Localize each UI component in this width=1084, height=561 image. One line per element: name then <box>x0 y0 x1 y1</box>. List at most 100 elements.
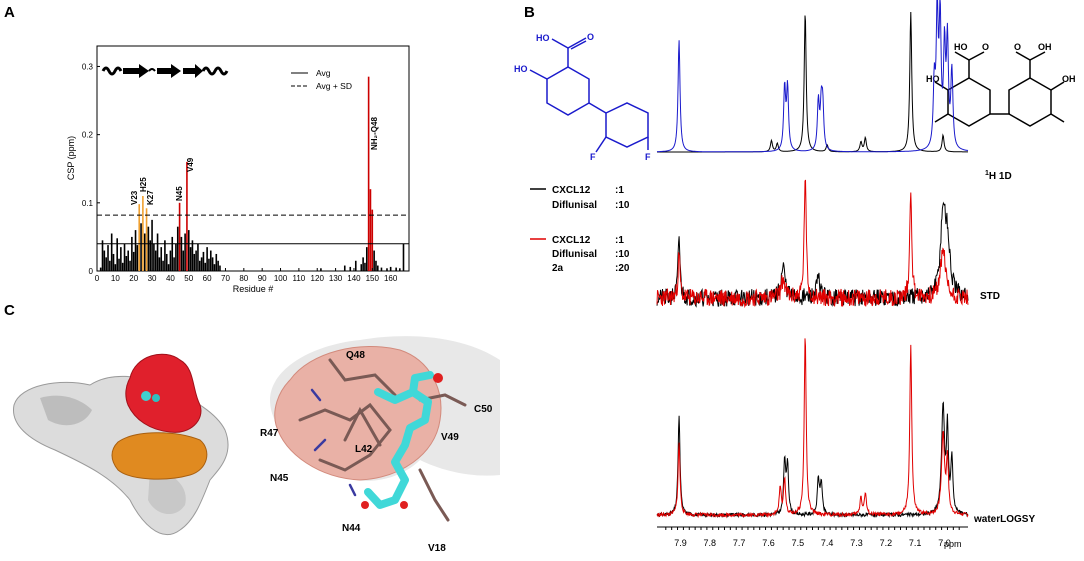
diflunisal-o-top: O <box>587 32 594 42</box>
legend: Avg Avg + SD <box>291 68 352 91</box>
csp-bar <box>200 257 203 271</box>
spectrum-std-red <box>656 179 969 309</box>
csp-bar <box>164 240 166 271</box>
csp-bar <box>217 260 219 271</box>
ppm-tick-label: 7.4 <box>821 538 834 548</box>
csp-bar <box>182 250 185 271</box>
panel-letter-b: B <box>524 4 535 21</box>
residue-v18: V18 <box>428 543 446 554</box>
csp-bar <box>202 251 205 271</box>
csp-bar <box>149 240 152 271</box>
csp-bar <box>109 260 111 271</box>
csp-bar <box>107 245 109 271</box>
csp-bar <box>377 265 379 271</box>
spectra-group <box>656 0 969 519</box>
ppm-tick-label: 7.9 <box>674 538 687 548</box>
legend-red-line2-ratio: :10 <box>615 249 630 260</box>
csp-bar <box>320 268 322 271</box>
ppm-tick-label: 7.3 <box>850 538 863 548</box>
residue-l42: L42 <box>355 444 373 455</box>
x-tick-label: 130 <box>329 274 343 283</box>
legend-red-line1-ratio: :1 <box>615 235 624 246</box>
csp-bar <box>349 266 352 271</box>
csp-bar <box>123 243 126 271</box>
x-tick-label: 20 <box>129 274 138 283</box>
csp-bar <box>145 208 148 271</box>
csp-bar <box>167 264 170 271</box>
y-tick-label: 0.3 <box>82 62 94 71</box>
csp-bar <box>110 233 113 271</box>
csp-bar <box>169 250 172 271</box>
c2a-ho-1: HO <box>954 42 968 52</box>
x-tick-label: 110 <box>292 274 305 283</box>
csp-bar <box>371 209 374 271</box>
spectrum-wl-red <box>656 338 969 519</box>
residue-v49: V49 <box>441 432 459 443</box>
csp-bar <box>191 240 194 271</box>
row-label-std: STD <box>980 291 1000 302</box>
residue-n44: N44 <box>342 523 361 534</box>
csp-bar <box>143 233 146 271</box>
legend-black-line2-ratio: :10 <box>615 200 630 211</box>
x-tick-label: 50 <box>184 274 193 283</box>
ppm-axis-unit: ppm <box>944 539 962 549</box>
csp-bar <box>343 265 346 271</box>
csp-bar <box>176 226 179 271</box>
y-ticks: 0 0.1 0.2 0.3 <box>82 62 100 276</box>
panel-letter-c: C <box>4 302 15 319</box>
x-ticks: 0 10 20 30 40 50 60 70 80 90 100 110 120 130 140 150 160 <box>95 268 398 283</box>
csp-bar <box>112 253 115 271</box>
csp-bar <box>178 202 181 271</box>
csp-bar <box>165 253 168 271</box>
csp-bar <box>219 265 221 271</box>
csp-bar <box>129 260 131 271</box>
csp-bar <box>364 262 366 271</box>
csp-bar <box>369 189 372 271</box>
spectrum-std-black <box>656 201 969 308</box>
label-v23: V23 <box>130 190 139 205</box>
label-v49: V49 <box>186 157 195 172</box>
csp-bar <box>187 230 190 271</box>
csp-bar <box>171 236 174 271</box>
csp-bar <box>215 253 218 271</box>
c2a-oh-1: OH <box>1038 42 1052 52</box>
residue-c50: C50 <box>474 404 493 415</box>
secondary-structure <box>101 64 229 78</box>
csp-bar <box>209 250 212 271</box>
x-axis-label: Residue # <box>233 284 274 294</box>
csp-bar <box>99 267 102 271</box>
csp-bar <box>189 247 192 271</box>
csp-bar <box>365 247 368 271</box>
csp-bar <box>367 76 370 271</box>
csp-bar <box>154 250 157 271</box>
csp-bar <box>153 243 155 271</box>
diflunisal-f1: F <box>590 152 596 162</box>
legend-black-line1-ratio: :1 <box>615 185 624 196</box>
csp-bar <box>156 233 159 271</box>
protein-surface-left <box>13 353 229 536</box>
y-tick-label: 0 <box>89 267 94 276</box>
label-k27: K27 <box>146 190 155 205</box>
legend-red-line1-name: CXCL12 <box>552 235 591 246</box>
c2a-ho-2: HO <box>926 74 940 84</box>
c2a-o-1: O <box>982 42 989 52</box>
csp-bar <box>131 236 133 271</box>
ppm-tick-label: 7.5 <box>792 538 805 548</box>
csp-bar <box>125 256 128 271</box>
csp-bar <box>127 250 129 271</box>
csp-bar <box>160 247 163 271</box>
csp-bar <box>399 268 401 271</box>
csp-bar <box>140 223 142 271</box>
csp-bar <box>101 240 104 271</box>
legend-red-line2-name: Diflunisal <box>552 249 597 260</box>
y-tick-label: 0.1 <box>82 199 94 208</box>
csp-bar <box>173 257 175 271</box>
plot-frame <box>96 45 410 272</box>
residue-q48: Q48 <box>346 350 365 361</box>
csp-bar <box>186 161 188 271</box>
x-tick-label: 120 <box>311 274 325 283</box>
csp-bar <box>354 260 357 271</box>
row-label-1h1d: 1H 1D <box>985 170 1012 182</box>
csp-bar <box>360 264 363 271</box>
spectrum-1d-blue <box>656 0 969 153</box>
